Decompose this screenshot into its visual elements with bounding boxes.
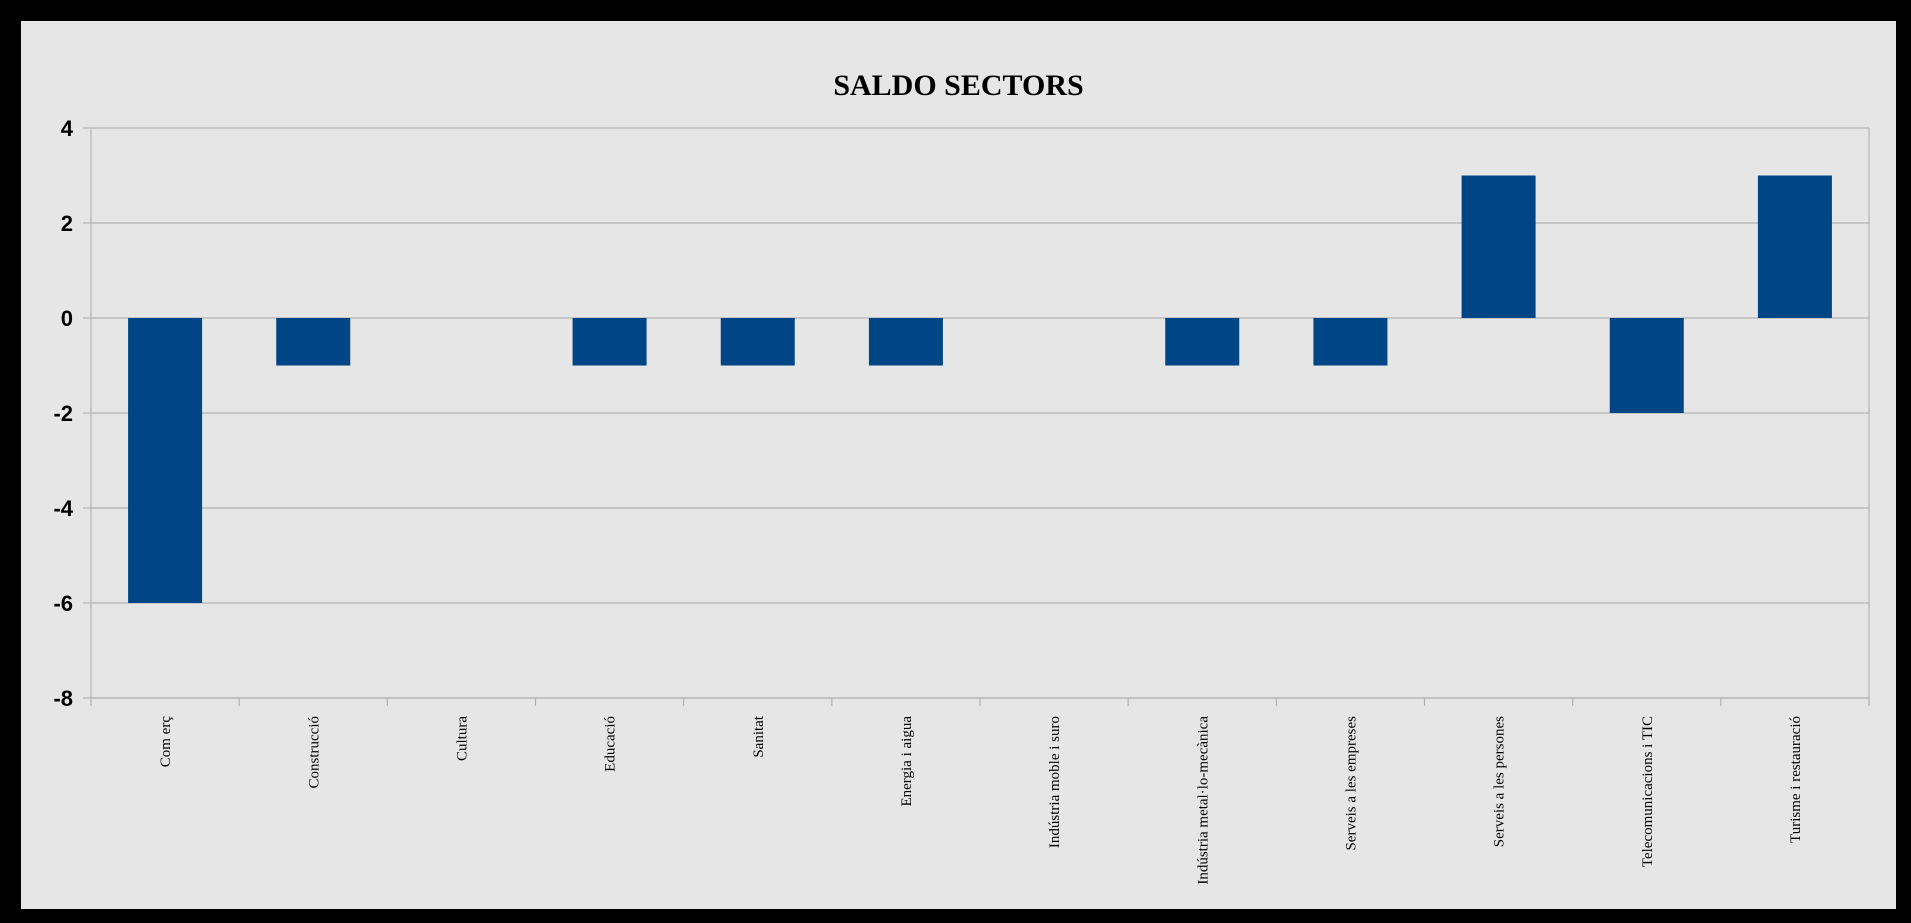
bar [1609,318,1684,413]
y-tick-label: 0 [61,306,73,331]
x-category-label: Telecomunicacions i TIC [1640,716,1656,867]
y-tick-label: -4 [53,496,73,521]
bar-chart: 4 2 0 -2 -4 -6 -8 Com erç Construcció Cultura Edu… [53,116,1870,885]
chart-title: SALDO SECTORS [833,69,1084,102]
x-category-label: Construcció [306,716,322,789]
grid-lines [91,127,1869,699]
y-tick-label: -2 [53,401,73,426]
x-category-label: Sanitat [751,715,767,757]
y-tick-labels: 4 2 0 -2 -4 -6 -8 [53,116,73,711]
x-category-label: Cultura [454,716,470,761]
bar [720,318,795,366]
bar [1165,318,1240,366]
x-category-label: Indústria metal·lo-mecànica [1195,716,1211,885]
bar [572,318,647,366]
bar [128,318,203,603]
x-category-labels: Com erç Construcció Cultura Educació Sanitat… [158,715,1804,884]
bar [1757,175,1832,318]
x-category-label: Turisme i restauració [1788,716,1804,843]
x-category-label: Indústria moble i suro [1047,716,1063,848]
y-tick-label: -6 [53,591,73,616]
chart-panel: SALDO SECTORS 4 2 0 -2 -4 -6 -8 Com erç Constru… [21,21,1896,909]
x-category-label: Com erç [158,716,174,768]
y-tick-label: 4 [61,116,74,141]
bars [128,175,1832,603]
bar [1313,318,1388,366]
y-tick-label: 2 [61,211,73,236]
x-category-label: Serveis a les empreses [1343,716,1359,851]
x-category-label: Serveis a les persones [1492,716,1508,847]
y-tick-label: -8 [53,686,73,711]
bar [1461,175,1536,318]
axes [83,127,1870,706]
x-category-label: Energia i aigua [899,716,915,807]
bar [276,318,351,366]
x-category-label: Educació [603,716,619,772]
bar [868,318,943,366]
